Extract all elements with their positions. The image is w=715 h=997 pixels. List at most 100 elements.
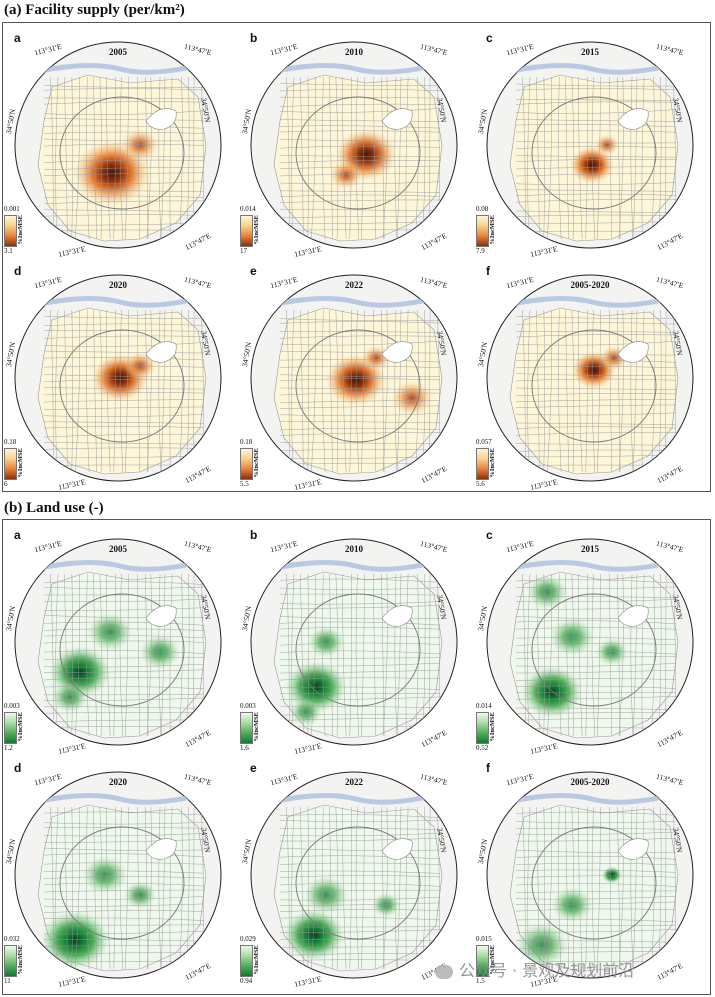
legend-min: 5.6 (476, 480, 485, 488)
panel-label: c (486, 31, 493, 45)
legend-title: %IncMSE (253, 215, 260, 245)
legend-colorbar (240, 945, 253, 977)
lake (381, 838, 413, 860)
panel-label: b (250, 528, 258, 542)
legend-title: %IncMSE (17, 448, 24, 478)
color-legend: 0.003 1.2 %IncMSE (4, 702, 44, 758)
lake (617, 838, 649, 860)
panel-label: c (486, 528, 493, 542)
legend-title: %IncMSE (253, 712, 260, 742)
map-figure (250, 771, 458, 979)
panel-label: e (250, 264, 257, 278)
panel-label: b (250, 31, 258, 45)
map-panel-c: c 2015 113°31′E 113°47′E 34°50′N 34°50′N 113°3… (472, 25, 708, 265)
map-panel-a: a 2005 113°31′E 113°47′E 34°50′N 34°50′N 113°3… (0, 522, 236, 762)
lake (381, 108, 413, 130)
color-legend: 0.001 3.1 %IncMSE (4, 205, 44, 261)
color-legend: 0.18 6 %IncMSE (4, 438, 44, 494)
legend-min: 0.52 (476, 744, 489, 752)
map-panel-b: b 2010 113°31′E 113°47′E 34°50′N 34°50′N 113°3… (236, 522, 472, 762)
legend-min: 7.9 (476, 247, 485, 255)
river (275, 62, 437, 75)
panel-year: 2020 (109, 280, 127, 290)
legend-colorbar (4, 215, 17, 247)
legend-max: 0.029 (240, 935, 256, 943)
hotspot (602, 866, 622, 884)
map-figure (250, 274, 458, 482)
legend-title: %IncMSE (489, 448, 496, 478)
map-figure (14, 538, 222, 746)
color-legend: 0.015 1.5 %IncMSE (476, 935, 516, 991)
legend-min: 3.1 (4, 247, 13, 255)
lake (381, 341, 413, 363)
road-network (43, 573, 205, 737)
map-panel-f: f 2005-2020 113°31′E 113°47′E 34°50′N 34°50′N… (472, 755, 708, 995)
legend-title: %IncMSE (17, 712, 24, 742)
legend-colorbar (240, 712, 253, 744)
river (275, 295, 437, 308)
road-network (43, 806, 205, 970)
hotspot (52, 681, 88, 713)
color-legend: 0.08 7.9 %IncMSE (476, 205, 516, 261)
legend-min: 5.5 (240, 480, 249, 488)
legend-min: 1.2 (4, 744, 13, 752)
map-panel-c: c 2015 113°31′E 113°47′E 34°50′N 34°50′N 113°3… (472, 522, 708, 762)
road-network (279, 573, 441, 737)
river (39, 62, 201, 75)
legend-min: 17 (240, 247, 247, 255)
panel-label: e (250, 761, 257, 775)
legend-max: 0.014 (476, 702, 492, 710)
legend-max: 0.015 (476, 935, 492, 943)
hotspot (516, 922, 568, 968)
map-panel-f: f 2005-2020 113°31′E 113°47′E 34°50′N 34°50′N… (472, 258, 708, 498)
road-network (43, 76, 205, 240)
river (511, 559, 673, 572)
legend-colorbar (4, 712, 17, 744)
river (511, 792, 673, 805)
lake (145, 605, 177, 627)
color-legend: 0.18 5.5 %IncMSE (240, 438, 280, 494)
legend-max: 0.18 (240, 438, 253, 446)
legend-colorbar (476, 448, 489, 480)
panel-year: 2022 (345, 777, 363, 787)
hotspot (522, 666, 582, 718)
panel-label: a (14, 31, 21, 45)
legend-colorbar (240, 448, 253, 480)
map-figure (250, 538, 458, 746)
color-legend: 0.057 5.6 %IncMSE (476, 438, 516, 494)
panel-year: 2022 (345, 280, 363, 290)
map-figure (14, 274, 222, 482)
legend-title: %IncMSE (17, 945, 24, 975)
lake (617, 605, 649, 627)
map-panel-e: e 2022 113°31′E 113°47′E 34°50′N 34°50′N 113°3… (236, 258, 472, 498)
hotspot (122, 129, 158, 161)
legend-colorbar (476, 215, 489, 247)
lake (145, 838, 177, 860)
hotspot (362, 346, 390, 370)
hotspot (41, 911, 109, 969)
legend-max: 0.032 (4, 935, 20, 943)
hotspot (304, 876, 348, 914)
panel-label: a (14, 528, 21, 542)
watermark-text: 公众号 · 景观及规划前沿 (459, 961, 635, 980)
legend-max: 0.014 (240, 205, 256, 213)
map-figure (486, 274, 694, 482)
legend-title: %IncMSE (253, 945, 260, 975)
legend-title: %IncMSE (489, 215, 496, 245)
lake (145, 108, 177, 130)
hotspot (124, 881, 156, 909)
legend-min: 6 (4, 480, 8, 488)
map-panel-a: a 2005 113°31′E 113°47′E 34°50′N 34°50′N 113°3… (0, 25, 236, 265)
legend-min: 1.5 (476, 977, 485, 985)
panel-label: d (14, 264, 22, 278)
panel-label: f (486, 761, 490, 775)
hotspot (308, 626, 344, 658)
lake (145, 341, 177, 363)
lake (617, 341, 649, 363)
panel-label: d (14, 761, 22, 775)
legend-min: 11 (4, 977, 11, 985)
legend-colorbar (476, 945, 489, 977)
map-figure (14, 771, 222, 979)
color-legend: 0.014 17 %IncMSE (240, 205, 280, 261)
panel-year: 2015 (581, 544, 599, 554)
